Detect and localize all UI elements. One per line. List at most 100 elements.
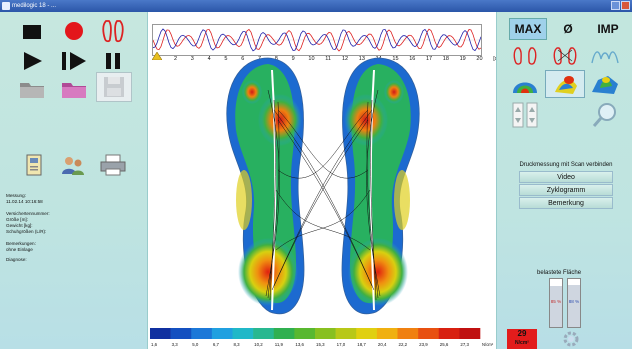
- loaded-area-left-pct: 85 %: [550, 299, 562, 304]
- pressure-scale-svg: 1,6 3,3 5,0 6,7 8,3 10,2 11,9 13,6 15,3 17,0 18,7 2…: [150, 328, 494, 347]
- scale-color-swatch: [335, 328, 357, 339]
- timeline-tick-label: 15: [392, 56, 399, 62]
- floppy-disk-icon: [104, 77, 124, 97]
- diagnosis-info: Diagnose:: [6, 257, 27, 263]
- shoe-size-label: Schuhgrößen (L/R):: [6, 229, 47, 234]
- loaded-area-left-fill: [550, 286, 562, 327]
- step-forward-button[interactable]: [58, 50, 90, 72]
- foot-map-button[interactable]: [545, 70, 585, 98]
- pause-button[interactable]: [98, 50, 128, 72]
- timeline-tick-label: 4: [207, 56, 211, 62]
- pressure-wave-icon: [591, 51, 619, 64]
- scale-tick-label: 8,3: [234, 342, 241, 347]
- timeline-tick-label: 18: [442, 56, 449, 62]
- record-button[interactable]: [58, 20, 90, 42]
- feet-button[interactable]: [98, 18, 128, 44]
- print-button[interactable]: [98, 152, 128, 178]
- left-panel: Messung: 11.02.14 10:16:58 Versichertenn…: [0, 12, 148, 349]
- app-icon: [2, 2, 10, 10]
- scale-tick-label: 6,7: [213, 342, 220, 347]
- remark-button[interactable]: Bemerkung: [519, 197, 613, 209]
- loaded-area-right-pct: 88 %: [568, 299, 580, 304]
- mode-impulse-button[interactable]: IMP: [597, 22, 619, 36]
- scale-color-swatch: [273, 328, 295, 339]
- max-pressure-unit: N/cm²: [515, 340, 529, 346]
- scan-link-title: Druckmessung mit Scan verbinden: [519, 162, 613, 168]
- scale-color-swatch: [418, 328, 440, 339]
- feet-icon: [102, 20, 124, 43]
- cyclogram-button[interactable]: Zyklogramm: [519, 184, 613, 196]
- mode-max-button[interactable]: MAX: [509, 18, 547, 40]
- scale-tick-label: 23,9: [419, 342, 428, 347]
- close-button[interactable]: [621, 1, 630, 10]
- open-folder-pink-button[interactable]: [58, 76, 90, 102]
- adjust-button[interactable]: [505, 100, 545, 130]
- force-curve: [152, 28, 482, 52]
- scale-tick-label: 11,9: [275, 342, 284, 347]
- weight-label: Gewicht [kg]:: [6, 223, 33, 228]
- timeline-tick-label: 5: [224, 56, 228, 62]
- scale-tick-label: 18,7: [357, 342, 366, 347]
- timeline-tick-label: 8: [274, 56, 278, 62]
- scale-tick-label: 1,6: [151, 342, 158, 347]
- timeline-tick-label: 17: [426, 56, 433, 62]
- scale-tick-label: 10,2: [254, 342, 263, 347]
- loaded-area-right-bar: 88 %: [567, 278, 581, 328]
- loaded-area-right-fill: [568, 284, 580, 327]
- folder-icon: [20, 83, 44, 98]
- right-panel: MAX Ø IMP: [496, 12, 632, 349]
- patients-button[interactable]: [58, 152, 88, 178]
- timeline-tick-label: 2: [174, 56, 178, 62]
- pressure-view: 234567891011121314151617181920[s]: [148, 12, 499, 349]
- force-timeline[interactable]: [152, 24, 482, 56]
- settings-button[interactable]: [551, 328, 591, 349]
- play-button[interactable]: [16, 50, 48, 72]
- stop-icon: [23, 25, 41, 39]
- stop-button[interactable]: [16, 22, 48, 42]
- feet-gait-button[interactable]: [545, 46, 585, 66]
- left-foot: [226, 57, 305, 315]
- scale-color-swatch: [211, 328, 233, 339]
- mode-average-button[interactable]: Ø: [563, 22, 573, 36]
- video-button[interactable]: Video: [519, 171, 613, 183]
- max-pressure-display: 29 N/cm²: [507, 329, 537, 349]
- save-button[interactable]: [96, 72, 132, 102]
- minimize-button[interactable]: [611, 1, 620, 10]
- right-foot: [341, 57, 420, 315]
- insured-number-label: Versichertennummer:: [6, 211, 50, 216]
- measurement-info: Messung: 11.02.14 10:16:58: [6, 193, 43, 205]
- height-label: Größe [m]:: [6, 217, 28, 222]
- measurement-date: 11.02.14 10:16:58: [6, 199, 43, 204]
- scale-color-swatch: [232, 328, 254, 339]
- foot-map-icon: [555, 76, 577, 94]
- scale-tick-label: 5,0: [192, 342, 199, 347]
- timeline-tick-label: 19: [459, 56, 466, 62]
- timeline-tick-label: 12: [342, 56, 349, 62]
- timeline-marker-icon[interactable]: [152, 52, 162, 60]
- pressure-wave-button[interactable]: [585, 46, 625, 66]
- record-icon: [65, 22, 83, 40]
- zoom-button[interactable]: [585, 100, 625, 130]
- open-folder-button[interactable]: [16, 76, 48, 102]
- feet-outline-button[interactable]: [505, 46, 545, 66]
- timeline-tick-label: 11: [325, 56, 331, 62]
- gait-lines: [265, 89, 381, 301]
- pressure-scale: 1,6 3,3 5,0 6,7 8,3 10,2 11,9 13,6 15,3 17,0 18,7 2…: [148, 328, 496, 349]
- timeline-tick-label: 3: [190, 56, 194, 62]
- patient-card-icon: [26, 154, 42, 176]
- feet-outline-icon: [513, 47, 537, 65]
- pressure-3d-button[interactable]: [585, 70, 625, 98]
- timeline-tick-label: 6: [241, 56, 245, 62]
- measurement-label: Messung:: [6, 193, 26, 198]
- scale-tick-label: 13,6: [295, 342, 304, 347]
- magnifier-icon: [592, 103, 616, 127]
- scale-color-swatch: [170, 328, 192, 339]
- scale-tick-label: 27,3: [460, 342, 469, 347]
- patient-card-button[interactable]: [22, 152, 46, 178]
- scale-color-swatch: [356, 328, 378, 339]
- colormap-2d-icon: [513, 82, 537, 93]
- diagnosis-label: Diagnose:: [6, 257, 27, 262]
- step-forward-icon: [62, 52, 86, 70]
- colormap-2d-button[interactable]: [505, 72, 545, 96]
- timeline-tick-label: 13: [358, 56, 365, 62]
